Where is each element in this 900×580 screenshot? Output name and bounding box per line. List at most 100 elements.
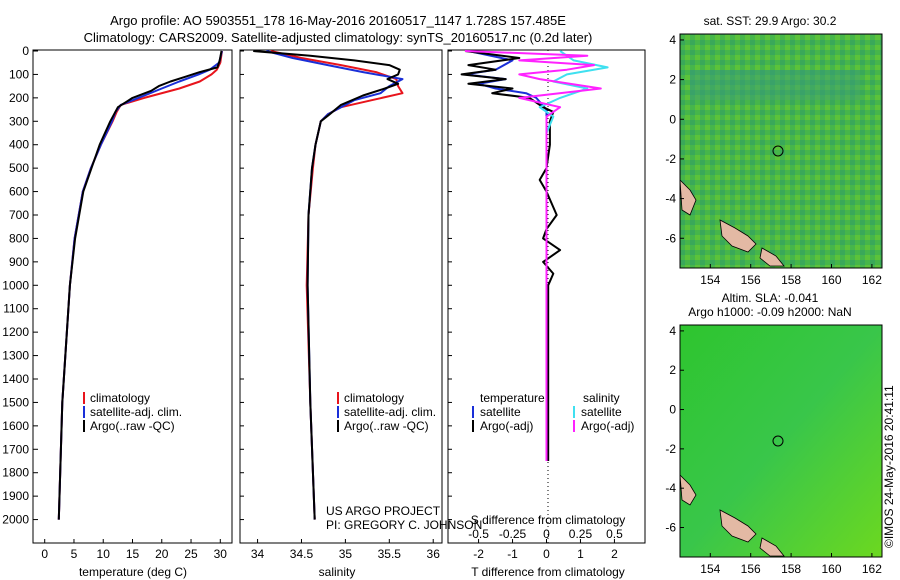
pi-credit: PI: GREGORY C. JOHNSON [326, 518, 482, 532]
map-x-tick-label: 160 [821, 273, 841, 287]
depth-tick-label: 1400 [2, 372, 29, 386]
difference-legend: temperature salinity satellite Argo(-adj… [472, 391, 634, 433]
salinity-argo-line [253, 50, 401, 520]
t-difference-tick-label: 0 [543, 547, 550, 561]
map-x-tick-label: 156 [741, 562, 761, 576]
sst-map-features [679, 70, 860, 267]
sla-map-title: Altim. SLA: -0.041 [722, 291, 819, 305]
temperature-tick-label: 30 [214, 547, 228, 561]
legend-label-satellite: satellite-adj. clim. [344, 405, 436, 419]
map-x-tick-label: 162 [862, 562, 882, 576]
map-y-tick-label: -2 [665, 442, 676, 456]
sla-y-ticks: 4 2 0 -2 -4 -6 [665, 324, 684, 535]
depth-tick-label: 1900 [2, 489, 29, 503]
bougainville-coast [719, 509, 757, 543]
depth-tick-label: 400 [9, 138, 29, 152]
map-x-tick-label: 158 [781, 273, 801, 287]
temperature-tick-label: 15 [126, 547, 140, 561]
salinity-axis-label: salinity [319, 565, 356, 579]
sla-x-ticks: 154 156 158 160 162 [700, 553, 882, 576]
legend-label-s-argo: Argo(-adj) [581, 419, 634, 433]
map-x-tick-label: 160 [821, 562, 841, 576]
argo-location-marker [772, 145, 784, 157]
temperature-axis-label: temperature (deg C) [79, 565, 187, 579]
map-y-tick-label: -6 [665, 231, 676, 245]
map-y-tick-label: -2 [665, 152, 676, 166]
t-difference-tick-label: 1 [577, 547, 584, 561]
map-y-tick-label: -4 [665, 481, 676, 495]
salinity-tick-label: 34 [251, 547, 265, 561]
map-y-tick-label: 2 [669, 73, 676, 87]
salinity-tick-label: 35 [339, 547, 353, 561]
sla-map-features [679, 435, 785, 557]
legend-label-climatology: climatology [344, 391, 404, 405]
map-y-tick-label: 0 [669, 112, 676, 126]
temperature-series [57, 50, 223, 520]
bougainville-coast [719, 219, 757, 253]
temperature-tick-label: 5 [71, 547, 78, 561]
salinity-series [253, 50, 404, 520]
salinity-legend: climatology satellite-adj. clim. Argo(..… [337, 391, 436, 433]
s-difference-tick-label: 0.25 [569, 527, 593, 541]
legend-label-climatology: climatology [90, 391, 150, 405]
depth-tick-label: 1200 [2, 325, 29, 339]
solomon-coast [759, 247, 785, 267]
salinity-tick-label: 35.5 [378, 547, 402, 561]
temperature-argo-line [57, 50, 223, 520]
legend-label-t-satellite: satellite [480, 405, 521, 419]
salinity-tick-label: 34.5 [290, 547, 314, 561]
map-y-tick-label: 4 [669, 33, 676, 47]
s-difference-tick-label: 0 [543, 527, 550, 541]
depth-tick-label: 1800 [2, 466, 29, 480]
project-credit: US ARGO PROJECT [326, 504, 441, 518]
sst-y-ticks: 4 2 0 -2 -4 -6 [665, 33, 684, 245]
depth-tick-label: 1500 [2, 395, 29, 409]
sst-map-title: sat. SST: 29.9 Argo: 30.2 [704, 14, 837, 28]
s-difference-argo-line [464, 50, 602, 461]
temperature-tick-label: 25 [184, 547, 198, 561]
new-ireland-coast [679, 473, 697, 506]
legend-label-t-argo: Argo(-adj) [480, 419, 533, 433]
temperature-x-ticks: 0 5 10 15 20 25 30 [41, 539, 227, 561]
depth-tick-label: 300 [9, 114, 29, 128]
map-y-tick-label: 4 [669, 324, 676, 338]
t-difference-tick-label: -2 [473, 547, 484, 561]
map-x-tick-label: 156 [741, 273, 761, 287]
s-difference-axis-label: S difference from climatology [471, 513, 626, 527]
title-line-1: Argo profile: AO 5903551_178 16-May-2016… [110, 13, 566, 28]
t-difference-x-ticks: -2 -1 0 1 2 [473, 539, 618, 561]
temperature-tick-label: 10 [97, 547, 111, 561]
depth-tick-label: 700 [9, 208, 29, 222]
sst-x-ticks: 154 156 158 160 162 [700, 264, 882, 287]
map-x-tick-label: 154 [700, 273, 720, 287]
s-difference-tick-label: 0.5 [606, 527, 623, 541]
salinity-tick-label: 36 [427, 547, 441, 561]
solomon-coast [759, 537, 785, 557]
depth-tick-label: 1600 [2, 419, 29, 433]
map-y-tick-label: 0 [669, 403, 676, 417]
depth-tick-label: 900 [9, 255, 29, 269]
salinity-panel-frame [239, 49, 443, 544]
title-line-2: Climatology: CARS2009. Satellite-adjuste… [84, 30, 593, 45]
timestamp: ©IMOS 24-May-2016 20:41:11 [882, 385, 896, 548]
t-difference-tick-label: -1 [507, 547, 518, 561]
map-y-tick-label: -6 [665, 521, 676, 535]
s-difference-tick-label: -0.5 [468, 527, 489, 541]
depth-tick-label: 200 [9, 91, 29, 105]
depth-tick-label: 100 [9, 67, 29, 81]
salinity-x-ticks: 34 34.5 35 35.5 36 [251, 539, 440, 561]
depth-tick-label: 1300 [2, 349, 29, 363]
legend-label-argo: Argo(..raw -QC) [90, 419, 175, 433]
temperature-panel-frame [32, 49, 233, 544]
legend-label-s-satellite: satellite [581, 405, 622, 419]
depth-axis-ticks: 0 100 200 300 400 500 600 700 800 900 1000 1100 1200… [2, 44, 452, 527]
temperature-tick-label: 0 [41, 547, 48, 561]
depth-tick-label: 600 [9, 185, 29, 199]
temperature-climatology-line [57, 50, 223, 520]
argo-location-marker [772, 435, 784, 447]
depth-tick-label: 1100 [3, 302, 29, 316]
new-ireland-coast [679, 178, 697, 216]
depth-tick-label: 1700 [2, 442, 29, 456]
sla-map-subtitle: Argo h1000: -0.09 h2000: NaN [688, 305, 851, 319]
